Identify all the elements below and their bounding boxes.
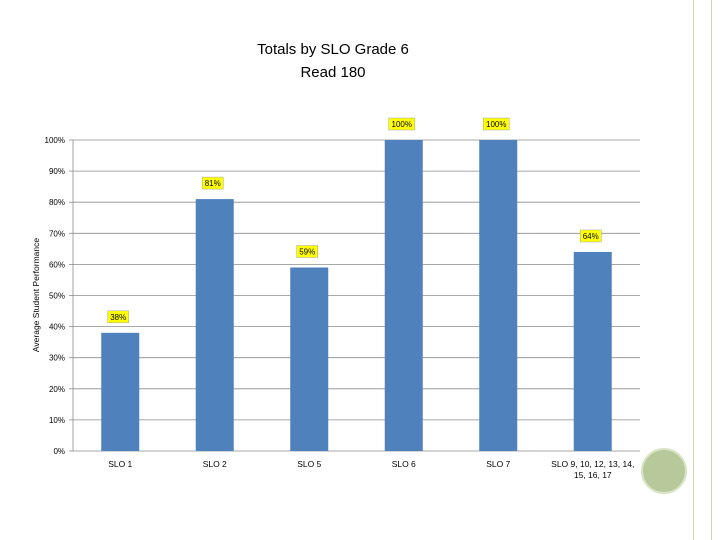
data-label: 38% xyxy=(110,313,126,322)
data-label: 100% xyxy=(392,120,412,129)
data-label-box xyxy=(483,117,510,131)
bar xyxy=(101,332,140,451)
x-category-label: SLO 5 xyxy=(297,459,321,469)
bar xyxy=(573,251,612,451)
data-labels: 38% 81% 59% 100% 100% 64% xyxy=(107,117,602,324)
y-tick-label: 30% xyxy=(49,354,65,363)
y-axis-ticks: 0% 10% 20% 30% 40% 50% 60% 70% 80% 90% 100% xyxy=(45,136,65,456)
decorative-circle xyxy=(641,448,687,494)
data-label-box xyxy=(296,245,318,258)
data-label: 81% xyxy=(205,179,221,188)
data-label: 59% xyxy=(299,248,315,257)
data-label: 64% xyxy=(583,232,599,241)
y-tick-label: 60% xyxy=(49,260,65,269)
y-tick-label: 70% xyxy=(49,229,65,238)
bar xyxy=(479,140,518,451)
data-label-box xyxy=(202,176,224,190)
data-label-box xyxy=(107,310,129,324)
bar xyxy=(195,199,234,451)
data-label-box xyxy=(388,117,415,131)
decorative-line-left xyxy=(693,0,694,540)
x-axis-categories: SLO 1 SLO 2 SLO 5 SLO 6 SLO 7 SLO 9, 10, 12, … xyxy=(108,459,634,480)
decorative-line-right xyxy=(711,0,712,540)
bars xyxy=(101,140,612,451)
x-category-label: SLO 9, 10, 12, 13, 14, xyxy=(551,459,634,469)
y-tick-label: 10% xyxy=(49,416,65,425)
chart-title-line-2: Read 180 xyxy=(300,64,365,81)
y-tick-label: 80% xyxy=(49,198,65,207)
x-category-label: SLO 6 xyxy=(392,459,416,469)
y-tick-label: 0% xyxy=(53,447,65,456)
bar xyxy=(290,267,329,451)
chart-title-line-1: Totals by SLO Grade 6 xyxy=(257,41,409,58)
y-tick-label: 50% xyxy=(49,292,65,301)
data-label-box xyxy=(580,229,602,243)
x-category-label: SLO 2 xyxy=(203,459,227,469)
bar xyxy=(384,140,423,451)
x-category-label: SLO 7 xyxy=(486,459,510,469)
y-tick-label: 40% xyxy=(49,323,65,332)
y-tick-label: 100% xyxy=(45,136,65,145)
x-category-label: 15, 16, 17 xyxy=(574,470,612,480)
y-tick-label: 90% xyxy=(49,167,65,176)
y-tick-label: 20% xyxy=(49,385,65,394)
data-label: 100% xyxy=(486,120,506,129)
y-axis-title: Average Student Performance xyxy=(31,238,41,352)
gridlines xyxy=(69,139,640,452)
x-category-label: SLO 1 xyxy=(108,459,132,469)
